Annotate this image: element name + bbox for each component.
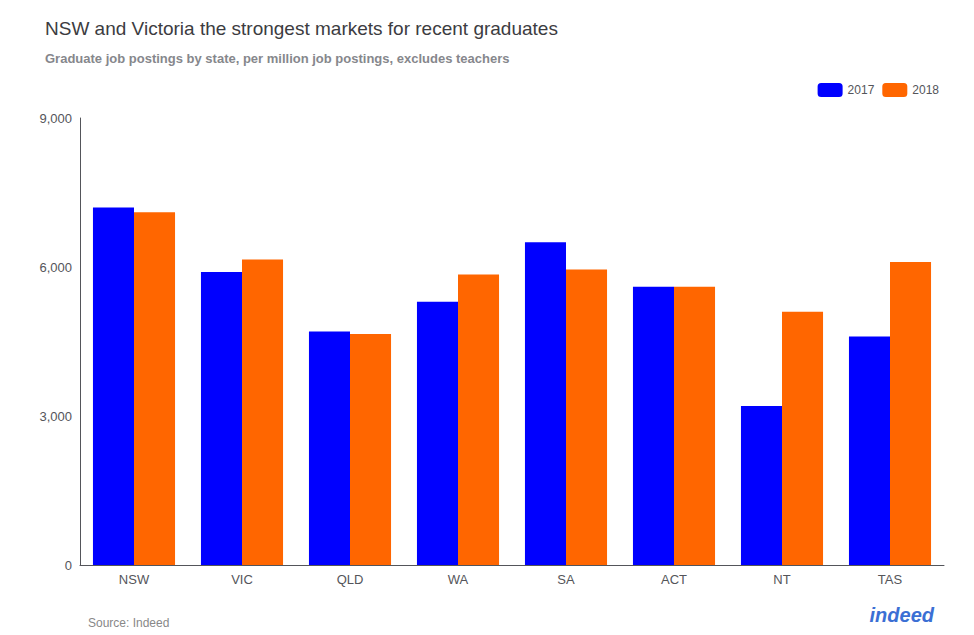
svg-text:0: 0: [65, 558, 72, 573]
svg-text:QLD: QLD: [337, 572, 364, 587]
svg-text:NT: NT: [773, 572, 790, 587]
svg-text:NSW: NSW: [119, 572, 150, 587]
svg-text:VIC: VIC: [231, 572, 253, 587]
svg-text:Source: Indeed: Source: Indeed: [88, 616, 169, 630]
svg-text:6,000: 6,000: [39, 260, 72, 275]
svg-text:9,000: 9,000: [39, 111, 72, 126]
svg-text:Graduate job postings by state: Graduate job postings by state, per mill…: [45, 51, 510, 66]
svg-text:2018: 2018: [912, 83, 939, 97]
svg-text:3,000: 3,000: [39, 409, 72, 424]
svg-text:ACT: ACT: [661, 572, 687, 587]
svg-text:TAS: TAS: [878, 572, 903, 587]
svg-text:SA: SA: [557, 572, 575, 587]
svg-text:2017: 2017: [848, 83, 875, 97]
svg-text:indeed: indeed: [870, 604, 935, 626]
svg-text:NSW and Victoria the strongest: NSW and Victoria the strongest markets f…: [45, 18, 558, 39]
svg-text:WA: WA: [448, 572, 469, 587]
